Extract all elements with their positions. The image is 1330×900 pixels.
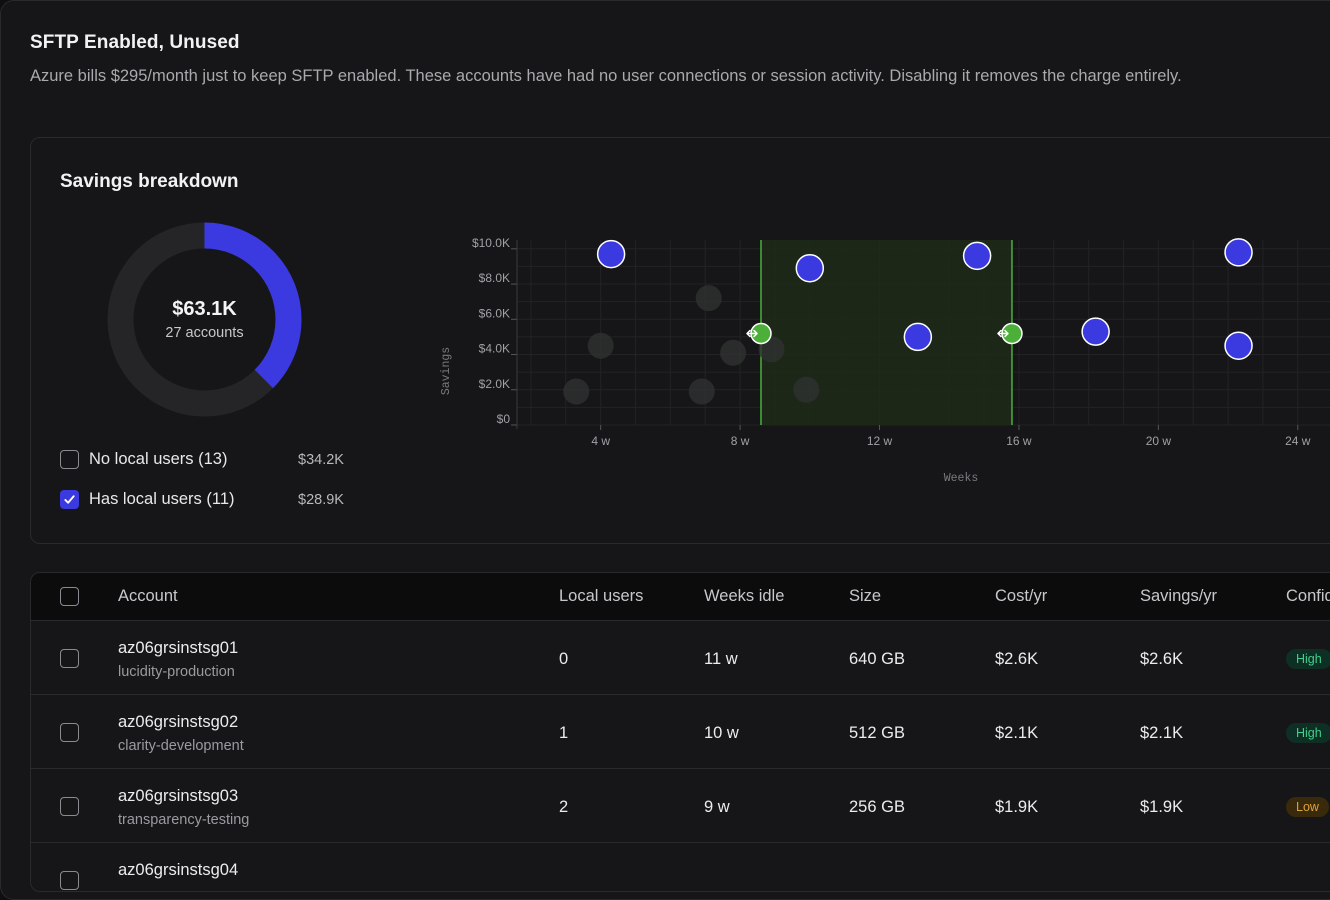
cost-value: $1.9K [995, 798, 1039, 816]
chart-axes: $0 $2.0K $4.0K $6.0K $8.0K $10.0K 4 w 8 w 12 w 16… [472, 236, 1311, 448]
local-users-value: 1 [559, 724, 569, 742]
legend-value: $28.9K [298, 491, 344, 508]
data-point [962, 241, 992, 271]
savings-donut-chart [107, 222, 302, 417]
data-point [1224, 331, 1253, 360]
column-header-local-users[interactable]: Local users [559, 587, 644, 605]
y-tick-label: $4.0K [479, 342, 510, 356]
column-header-cost[interactable]: Cost/yr [995, 587, 1048, 605]
table-row[interactable]: az06grsinstsg04 [31, 843, 1330, 891]
resize-arrows-icon [746, 329, 758, 338]
x-tick-label: 4 w [591, 434, 610, 448]
size-value: 512 GB [849, 724, 905, 742]
chart-points [563, 238, 1253, 405]
accounts-table: Account Local users Weeks idle Size Cost… [30, 572, 1330, 892]
y-tick-label: $2.0K [479, 377, 510, 391]
legend-label: No local users (13) [89, 450, 228, 468]
check-icon [64, 495, 75, 504]
row-checkbox[interactable] [60, 649, 79, 668]
account-name: az06grsinstsg02 [118, 713, 239, 731]
data-point-dimmed [793, 376, 820, 403]
account-subscription: lucidity-production [118, 664, 235, 680]
confidence-badge: High [1286, 723, 1330, 743]
y-tick-label: $8.0K [479, 271, 510, 285]
range-handles[interactable] [746, 322, 1023, 345]
x-tick-label: 12 w [867, 434, 893, 448]
confidence-badge: High [1286, 649, 1330, 669]
weeks-idle-value: 11 w [704, 650, 738, 668]
cost-value: $2.1K [995, 724, 1039, 742]
size-value: 256 GB [849, 798, 905, 816]
legend-item-has-local-users[interactable]: Has local users (11) $28.9K [60, 490, 360, 509]
table-row[interactable]: az06grsinstsg03 transparency-testing 2 9… [31, 769, 1330, 843]
data-point [1081, 317, 1110, 346]
table-row[interactable]: az06grsinstsg01 lucidity-production 0 11… [31, 621, 1330, 695]
data-point [795, 253, 825, 283]
y-tick-label: $10.0K [472, 236, 510, 250]
data-point-dimmed [688, 378, 715, 405]
column-header-size[interactable]: Size [849, 587, 882, 605]
data-point-dimmed [587, 332, 614, 359]
x-tick-label: 8 w [731, 434, 750, 448]
data-point [903, 322, 933, 352]
legend-value: $34.2K [298, 451, 344, 468]
checkbox-has-local-users[interactable] [60, 490, 79, 509]
legend-label: Has local users (11) [89, 490, 235, 508]
savings-value: $2.1K [1140, 724, 1184, 742]
select-all-checkbox[interactable] [60, 587, 79, 606]
table-row[interactable]: az06grsinstsg02 clarity-development 1 10… [31, 695, 1330, 769]
resize-arrows-icon [997, 329, 1009, 338]
row-checkbox[interactable] [60, 871, 79, 890]
x-tick-label: 16 w [1006, 434, 1032, 448]
donut-segment-has-local-users[interactable] [107, 222, 302, 417]
page-description: Azure bills $295/month just to keep SFTP… [30, 67, 1182, 85]
data-point-dimmed [695, 285, 722, 312]
checkbox-no-local-users[interactable] [60, 450, 79, 469]
cost-value: $2.6K [995, 650, 1039, 668]
data-point-dimmed [563, 378, 590, 405]
confidence-badge: Low [1286, 797, 1329, 817]
table-header: Account Local users Weeks idle Size Cost… [31, 573, 1330, 621]
y-axis-label: Savings [440, 347, 453, 395]
local-users-value: 0 [559, 650, 569, 668]
page-title: SFTP Enabled, Unused [30, 32, 240, 53]
x-axis-label: Weeks [944, 472, 979, 485]
data-point [596, 239, 626, 269]
legend-item-no-local-users[interactable]: No local users (13) $34.2K [60, 450, 360, 469]
savings-value: $1.9K [1140, 798, 1184, 816]
data-point [1224, 238, 1253, 267]
x-tick-label: 20 w [1146, 434, 1172, 448]
weeks-idle-value: 10 w [704, 724, 739, 742]
local-users-value: 2 [559, 798, 569, 816]
y-tick-label: $6.0K [479, 306, 510, 320]
x-tick-label: 24 w [1285, 434, 1311, 448]
account-subscription: transparency-testing [118, 812, 250, 828]
savings-breakdown-card: Savings breakdown $63.1K 27 accounts No … [30, 137, 1330, 544]
column-header-account[interactable]: Account [118, 587, 178, 605]
account-name: az06grsinstsg04 [118, 861, 239, 879]
account-name: az06grsinstsg01 [118, 639, 239, 657]
account-name: az06grsinstsg03 [118, 787, 239, 805]
column-header-savings[interactable]: Savings/yr [1140, 587, 1218, 605]
account-subscription: clarity-development [118, 738, 244, 754]
row-checkbox[interactable] [60, 723, 79, 742]
data-point-dimmed [720, 339, 747, 366]
y-tick-label: $0 [497, 412, 511, 426]
card-title: Savings breakdown [60, 171, 239, 192]
weeks-idle-value: 9 w [704, 798, 730, 816]
row-checkbox[interactable] [60, 797, 79, 816]
size-value: 640 GB [849, 650, 905, 668]
savings-value: $2.6K [1140, 650, 1184, 668]
column-header-confidence[interactable]: Confidence [1286, 587, 1330, 605]
savings-scatter-chart[interactable]: $0 $2.0K $4.0K $6.0K $8.0K $10.0K 4 w 8 w 12 w 16… [411, 233, 1330, 498]
column-header-weeks-idle[interactable]: Weeks idle [704, 587, 785, 605]
